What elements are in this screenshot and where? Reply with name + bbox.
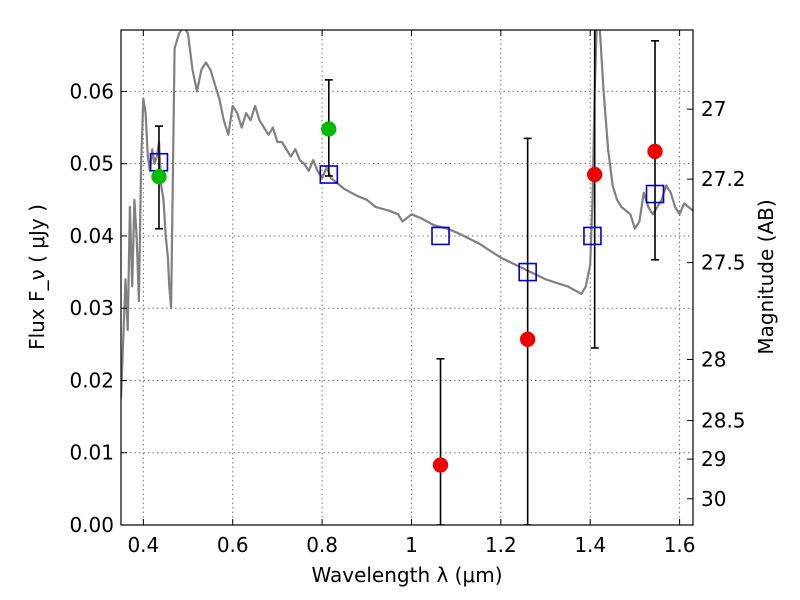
x-tick-label: 1.2 <box>485 533 517 557</box>
x-tick-label: 1.6 <box>664 533 696 557</box>
x-tick-label: 1.4 <box>574 533 606 557</box>
detections-point <box>321 121 337 137</box>
y-axis-label: Flux F_ν ( μJy ) <box>25 204 49 350</box>
right-tick-label: 27.5 <box>701 251 746 275</box>
x-axis-label: Wavelength λ (μm) <box>311 563 502 587</box>
upper_points-point <box>647 143 663 160</box>
right-tick-label: 28 <box>701 347 726 371</box>
x-tick-label: 0.4 <box>127 533 159 557</box>
right-axis-label: Magnitude (AB) <box>754 199 778 354</box>
model-photometry-square <box>583 226 602 246</box>
right-tick-label: 29 <box>701 447 726 471</box>
model-photometry-square <box>431 226 450 246</box>
y-tick-label: 0.04 <box>69 224 114 248</box>
x-tick-label: 0.8 <box>306 533 338 557</box>
y-tick-label: 0.05 <box>69 152 114 176</box>
right-tick-label: 28.5 <box>701 409 746 433</box>
y-tick-label: 0.06 <box>69 79 114 103</box>
plot-frame <box>120 29 694 526</box>
model-photometry-square <box>319 165 339 184</box>
x-tick-label: 1 <box>405 533 418 557</box>
ticks: 0.4 0.6 0.8 1 1.2 1.4 1.6 0.00 0.01 0.02 0.03 0.04 0… <box>69 30 746 557</box>
right-tick-label: 27 <box>701 97 726 121</box>
y-tick-label: 0.01 <box>69 441 114 465</box>
model-photometry-square <box>518 262 537 282</box>
y-tick-label: 0.02 <box>69 368 114 392</box>
model-spectrum-line <box>121 30 693 399</box>
y-tick-label: 0.03 <box>69 296 114 320</box>
upper_points-point <box>519 331 536 348</box>
x-tick-label: 0.6 <box>217 533 249 557</box>
error-bars <box>154 30 660 525</box>
upper_points-point <box>586 166 603 183</box>
y-tick-label: 0.00 <box>69 513 114 537</box>
markers <box>149 121 665 473</box>
grid <box>121 30 693 526</box>
detections-point <box>151 168 167 185</box>
upper_points-point <box>432 457 449 473</box>
right-tick-label: 30 <box>701 487 726 511</box>
model-photometry-square <box>645 184 665 204</box>
model-spectrum <box>121 30 693 399</box>
right-tick-label: 27.2 <box>701 167 746 191</box>
